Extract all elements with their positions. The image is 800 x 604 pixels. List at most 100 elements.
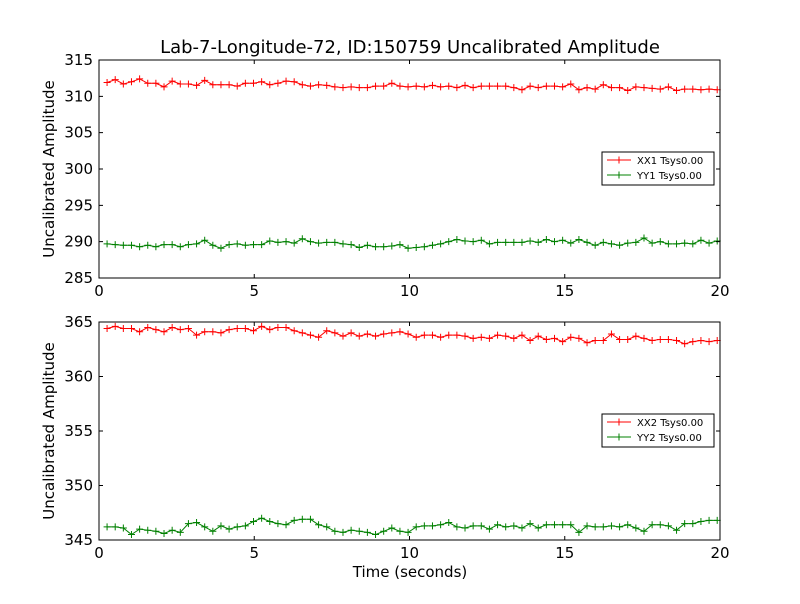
top-data-point [176, 80, 184, 88]
bottom-data-point [697, 517, 705, 525]
top-data-point [152, 79, 160, 87]
bottom-data-point [136, 328, 144, 336]
bottom-data-point [355, 332, 363, 340]
top-data-point [282, 77, 290, 85]
top-data-point [681, 239, 689, 247]
bottom-legend: XX2 Tsys0.00 YY2 Tsys0.00 [601, 413, 715, 448]
top-data-point [510, 238, 518, 246]
bottom-data-point [347, 329, 355, 337]
bottom-data-point [298, 329, 306, 337]
top-data-point [656, 238, 664, 246]
bottom-data-point [640, 527, 648, 535]
bottom-data-point [494, 521, 502, 529]
top-data-point [355, 84, 363, 92]
bottom-data-point [575, 334, 583, 342]
top-data-point [266, 237, 274, 245]
bottom-data-point [607, 330, 615, 338]
top-data-point [339, 240, 347, 248]
bottom-data-point [599, 337, 607, 345]
top-data-point [119, 80, 127, 88]
bottom-data-point [485, 334, 493, 342]
top-data-point [111, 76, 119, 84]
x-axis-label: Time (seconds) [352, 563, 468, 581]
bottom-data-point [673, 526, 681, 534]
top-data-point [380, 243, 388, 251]
top-data-point [290, 78, 298, 86]
top-y-tick-label: 300 [64, 160, 93, 178]
bottom-data-point [396, 527, 404, 535]
top-data-point [404, 83, 412, 91]
top-data-point [241, 241, 249, 249]
bottom-data-point [339, 332, 347, 340]
bottom-data-point [705, 338, 713, 346]
bottom-data-point [315, 333, 323, 341]
top-x-tick-label: 10 [400, 282, 419, 300]
bottom-data-point [697, 337, 705, 345]
bottom-data-point [673, 337, 681, 345]
bottom-data-point [201, 523, 209, 531]
top-data-point [298, 235, 306, 243]
top-data-point [119, 241, 127, 249]
bottom-data-point [250, 517, 258, 525]
bottom-data-point [559, 521, 567, 529]
top-data-point [494, 238, 502, 246]
top-x-tick-label: 0 [94, 282, 104, 300]
bottom-series-line-1 [106, 325, 718, 345]
bottom-data-point [404, 330, 412, 338]
bottom-data-point [282, 521, 290, 529]
top-data-point [461, 81, 469, 89]
top-data-point [624, 239, 632, 247]
top-data-point [526, 82, 534, 90]
top-data-point [274, 79, 282, 87]
bottom-data-point [656, 521, 664, 529]
bottom-data-point [591, 337, 599, 345]
bottom-data-point [616, 523, 624, 531]
top-data-point [542, 82, 550, 90]
top-legend-swatch-marker [615, 171, 623, 179]
top-data-point [583, 84, 591, 92]
bottom-data-point [258, 322, 266, 330]
top-data-point [396, 82, 404, 90]
top-data-point [168, 77, 176, 85]
top-data-point [681, 85, 689, 93]
bottom-data-point [551, 334, 559, 342]
bottom-data-point [331, 329, 339, 337]
top-data-point [233, 82, 241, 90]
top-data-point [534, 238, 542, 246]
bottom-data-point [266, 326, 274, 334]
bottom-y-tick-label: 345 [64, 531, 93, 549]
bottom-data-point [119, 524, 127, 532]
top-data-point [225, 241, 233, 249]
top-data-point [477, 236, 485, 244]
bottom-series-line-2 [107, 517, 718, 536]
top-data-point [144, 241, 152, 249]
top-data-point [437, 83, 445, 91]
top-data-point [315, 81, 323, 89]
top-data-point [673, 240, 681, 248]
top-data-point [697, 86, 705, 94]
top-legend-swatch-marker [615, 156, 623, 164]
bottom-data-point [380, 527, 388, 535]
top-data-point [323, 238, 331, 246]
bottom-data-point [306, 515, 314, 523]
bottom-data-point [388, 329, 396, 337]
bottom-legend-swatch-marker [615, 418, 623, 426]
bottom-data-point [526, 520, 534, 528]
bottom-data-point [534, 332, 542, 340]
top-data-point [494, 82, 502, 90]
bottom-data-point [306, 331, 314, 339]
bottom-data-point [209, 527, 217, 535]
top-data-point [428, 241, 436, 249]
bottom-x-tick-label: 15 [555, 544, 574, 562]
bottom-data-point [469, 334, 477, 342]
bottom-data-point [119, 325, 127, 333]
bottom-data-point [152, 326, 160, 334]
bottom-data-point [453, 331, 461, 339]
bottom-data-point [583, 339, 591, 347]
top-data-point [689, 85, 697, 93]
top-x-tick-label: 5 [249, 282, 259, 300]
top-data-point [656, 85, 664, 93]
top-data-point [176, 243, 184, 251]
bottom-data-point [152, 527, 160, 535]
